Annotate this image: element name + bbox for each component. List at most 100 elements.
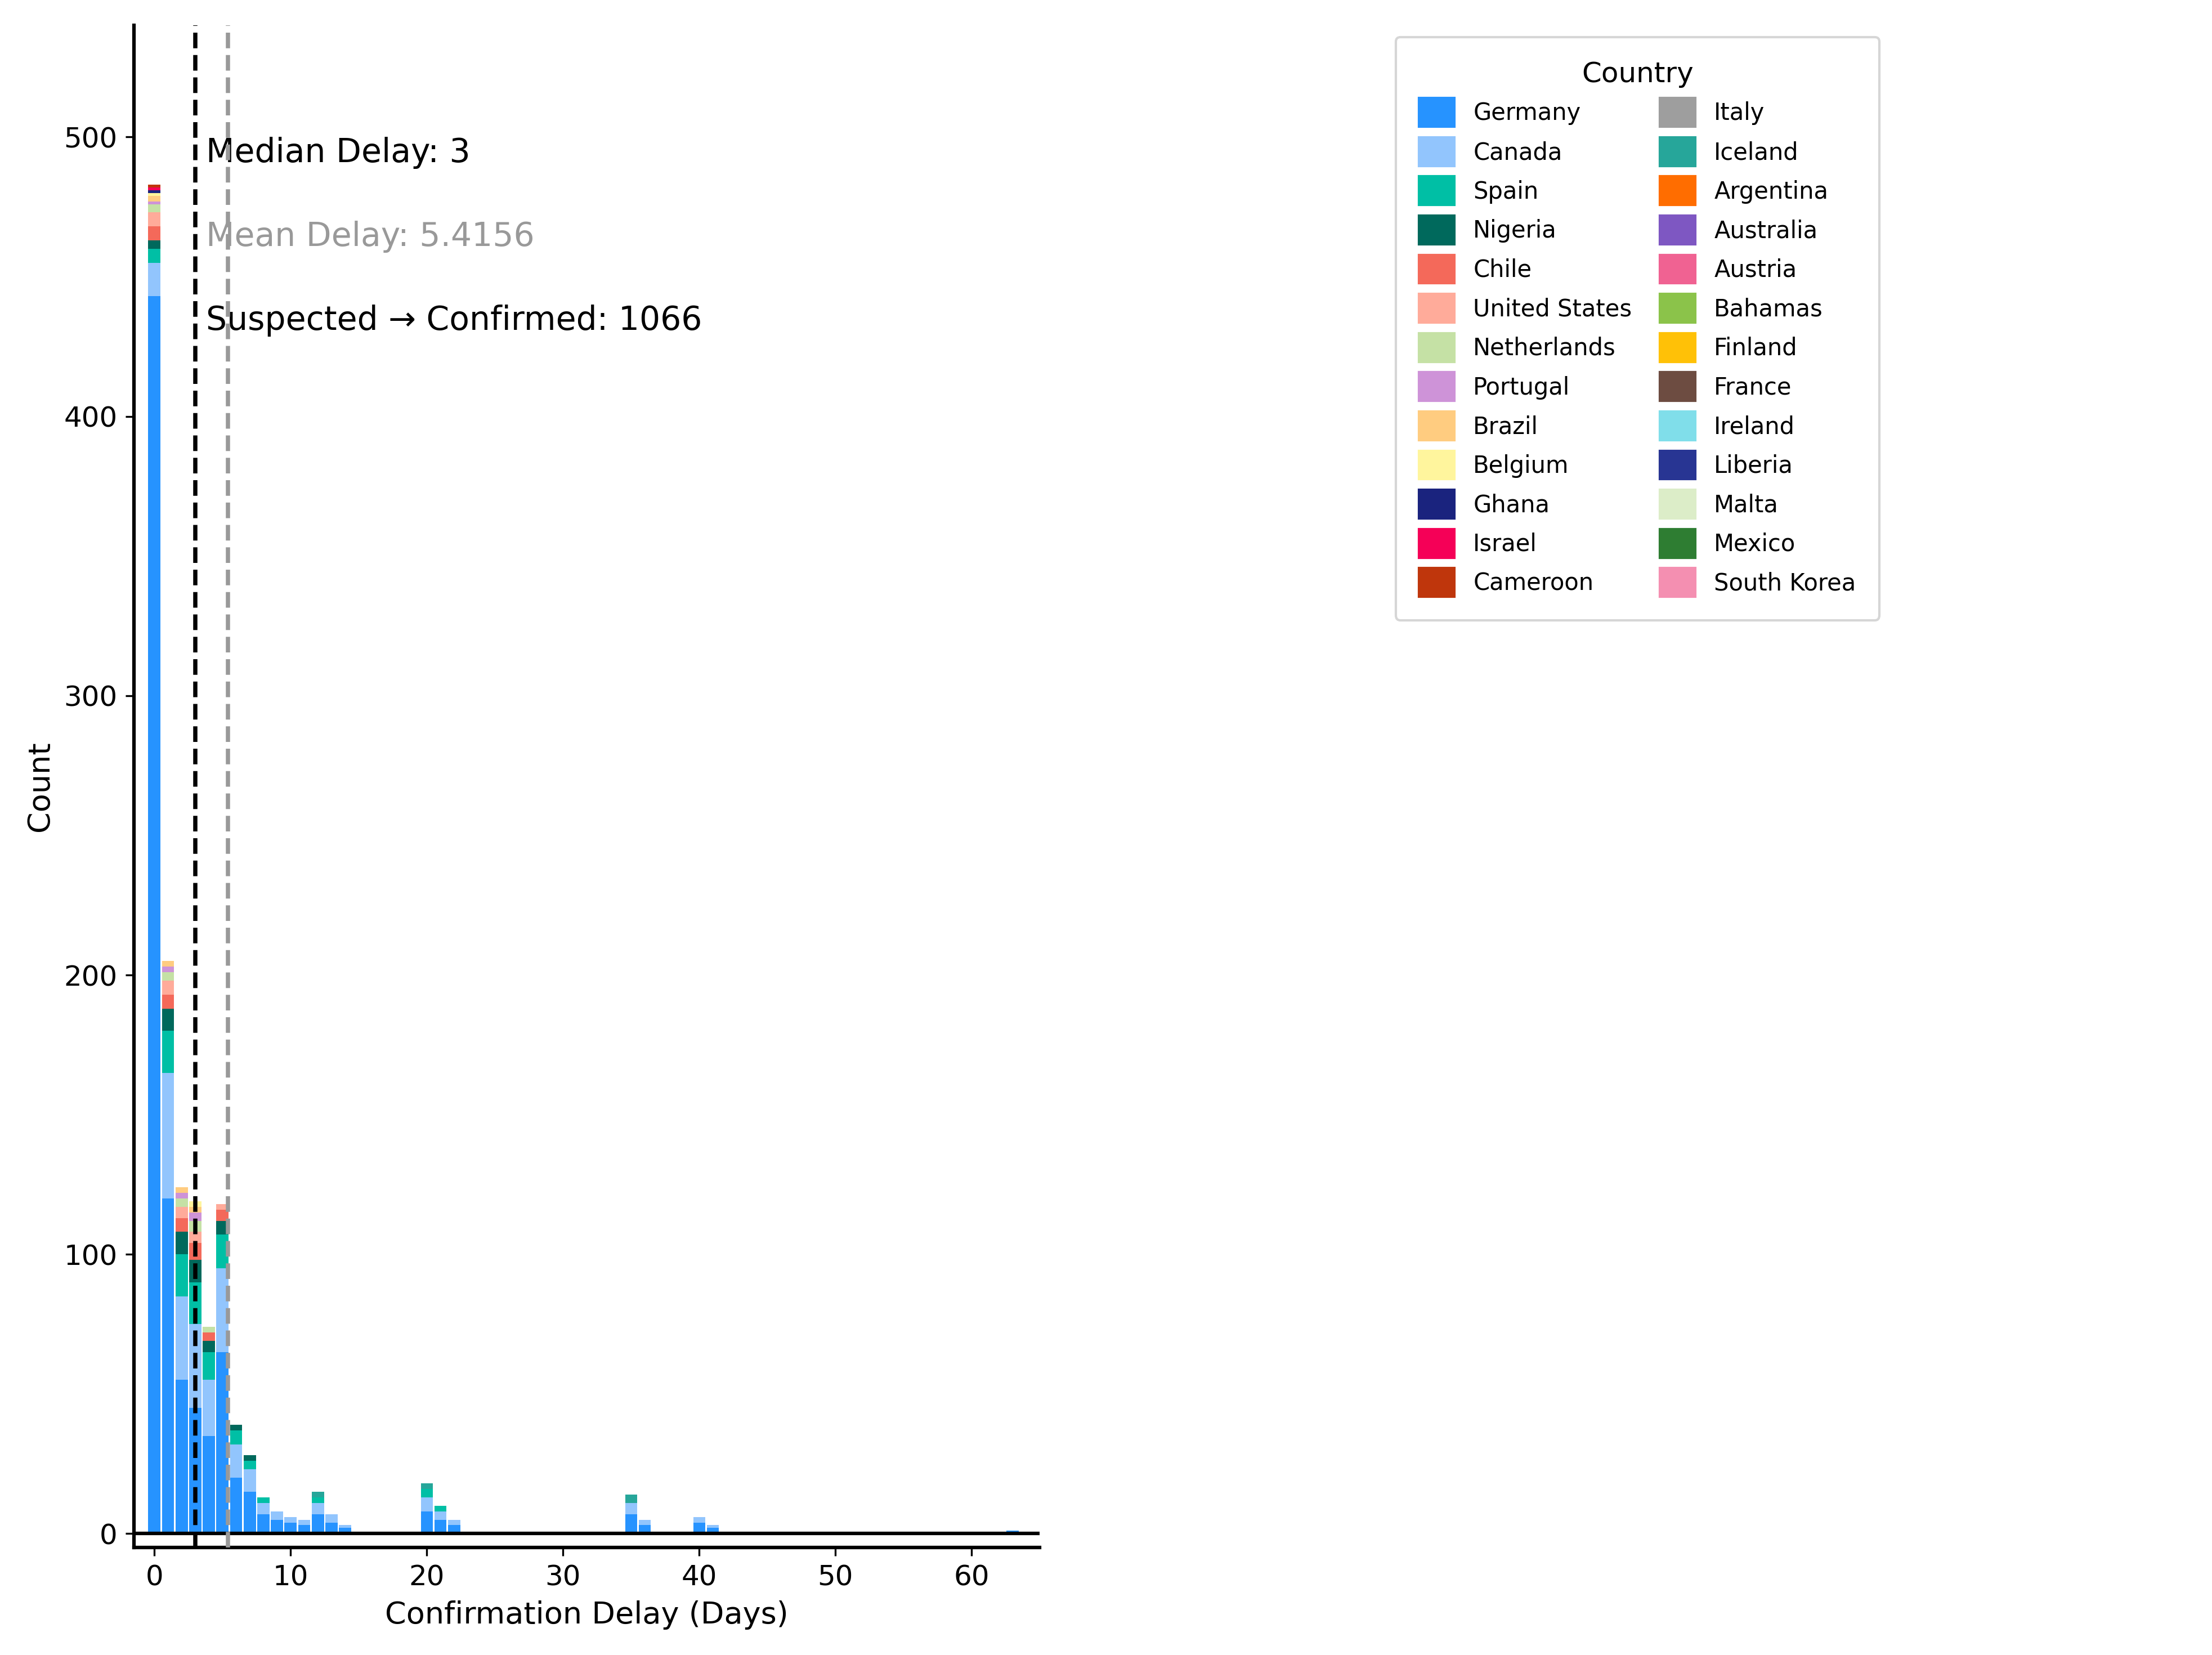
Bar [449, 1519, 460, 1526]
Bar [175, 1231, 188, 1254]
Bar [230, 1430, 243, 1445]
Bar [190, 1243, 201, 1259]
Legend: Germany, Canada, Spain, Nigeria, Chile, United States, Netherlands, Portugal, Br: Germany, Canada, Spain, Nigeria, Chile, … [1396, 36, 1880, 621]
Bar [230, 1478, 243, 1534]
Bar [270, 1511, 283, 1519]
Bar [449, 1526, 460, 1534]
Bar [708, 1528, 719, 1534]
Bar [217, 1352, 228, 1534]
Bar [257, 1498, 270, 1503]
Bar [420, 1483, 434, 1490]
Bar [161, 1198, 175, 1534]
Bar [692, 1518, 706, 1523]
Bar [190, 1259, 201, 1283]
Bar [217, 1205, 228, 1210]
Bar [148, 212, 161, 227]
Bar [217, 1235, 228, 1268]
Bar [338, 1526, 352, 1528]
Bar [175, 1380, 188, 1534]
Bar [175, 1198, 188, 1206]
Bar [148, 240, 161, 248]
Bar [148, 248, 161, 263]
Bar [243, 1470, 257, 1491]
Text: Suspected → Confirmed: 1066: Suspected → Confirmed: 1066 [206, 305, 701, 336]
Bar [190, 1202, 201, 1206]
Bar [175, 1187, 188, 1193]
Bar [148, 204, 161, 212]
Bar [161, 1031, 175, 1072]
Bar [148, 296, 161, 1534]
Bar [204, 1332, 215, 1341]
Bar [434, 1519, 447, 1534]
Bar [270, 1519, 283, 1534]
Bar [148, 202, 161, 204]
Bar [175, 1218, 188, 1231]
Bar [312, 1514, 323, 1534]
Bar [161, 980, 175, 995]
Bar [639, 1519, 650, 1526]
Bar [204, 1380, 215, 1437]
Bar [325, 1523, 338, 1534]
Bar [161, 971, 175, 980]
Bar [161, 1008, 175, 1031]
Bar [175, 1206, 188, 1218]
Bar [626, 1503, 637, 1514]
Bar [190, 1206, 201, 1213]
Bar [190, 1213, 201, 1221]
Bar [639, 1526, 650, 1534]
Bar [692, 1523, 706, 1534]
Bar [204, 1352, 215, 1380]
Bar [257, 1503, 270, 1514]
Bar [217, 1210, 228, 1221]
Bar [148, 190, 161, 194]
Bar [148, 263, 161, 296]
Bar [148, 227, 161, 240]
Bar [338, 1528, 352, 1534]
Bar [148, 185, 161, 187]
X-axis label: Confirmation Delay (Days): Confirmation Delay (Days) [385, 1600, 790, 1630]
Bar [175, 1296, 188, 1380]
Bar [161, 995, 175, 1008]
Bar [299, 1519, 310, 1526]
Bar [708, 1526, 719, 1528]
Bar [285, 1518, 296, 1523]
Bar [161, 962, 175, 967]
Y-axis label: Count: Count [24, 741, 55, 832]
Bar [190, 1283, 201, 1324]
Bar [204, 1327, 215, 1332]
Bar [243, 1455, 257, 1461]
Bar [420, 1490, 434, 1498]
Bar [243, 1461, 257, 1470]
Bar [285, 1523, 296, 1534]
Bar [243, 1491, 257, 1534]
Bar [312, 1503, 323, 1514]
Bar [312, 1491, 323, 1498]
Text: Mean Delay: 5.4156: Mean Delay: 5.4156 [206, 220, 535, 253]
Bar [190, 1221, 201, 1231]
Bar [148, 195, 161, 202]
Bar [434, 1506, 447, 1511]
Bar [148, 194, 161, 195]
Bar [434, 1511, 447, 1519]
Bar [299, 1526, 310, 1534]
Text: Median Delay: 3: Median Delay: 3 [206, 137, 471, 169]
Bar [626, 1494, 637, 1503]
Bar [190, 1231, 201, 1243]
Bar [217, 1221, 228, 1235]
Bar [230, 1425, 243, 1430]
Bar [325, 1514, 338, 1523]
Bar [204, 1437, 215, 1534]
Bar [190, 1408, 201, 1534]
Bar [312, 1498, 323, 1503]
Bar [148, 187, 161, 190]
Bar [626, 1514, 637, 1534]
Bar [175, 1193, 188, 1198]
Bar [1006, 1531, 1020, 1534]
Bar [190, 1324, 201, 1408]
Bar [204, 1341, 215, 1352]
Bar [230, 1445, 243, 1478]
Bar [161, 967, 175, 971]
Bar [217, 1268, 228, 1352]
Bar [257, 1514, 270, 1534]
Bar [420, 1498, 434, 1511]
